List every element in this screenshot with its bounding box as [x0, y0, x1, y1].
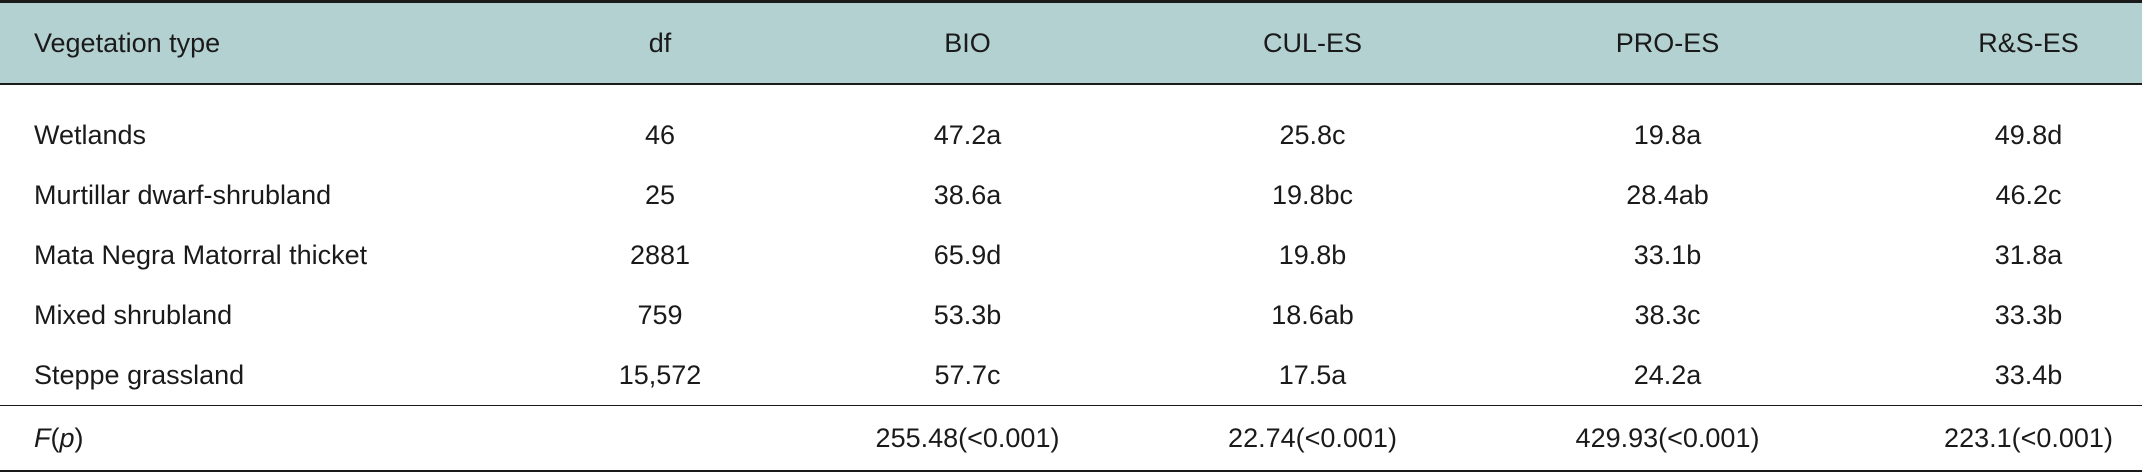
cell-rs-es-f: 223.1(<0.001)	[1845, 405, 2142, 472]
cell-vegetation-type: Murtillar dwarf-shrubland	[34, 179, 332, 210]
cell-bio: 53.3b	[933, 299, 1002, 330]
cell-vegetation-type: Steppe grassland	[34, 359, 245, 390]
header-pro-es: PRO-ES	[1490, 0, 1845, 85]
cell-cul-es: 25.8c	[1279, 119, 1346, 150]
paren-close: )	[74, 422, 84, 453]
cell-df: 2881	[629, 239, 691, 270]
table-row: Wetlands 46 47.2a 25.8c 19.8a 49.8d	[0, 105, 2142, 165]
table-header-row: Vegetation type df BIO CUL-ES PRO-ES R&S…	[0, 0, 2142, 85]
table-row: Mixed shrubland 759 53.3b 18.6ab 38.3c 3…	[0, 285, 2142, 345]
cell-pro-es: 19.8a	[1633, 119, 1702, 150]
cell-bio: 57.7c	[934, 359, 1001, 390]
cell-vegetation-type: Mixed shrubland	[34, 299, 233, 330]
p-symbol: p	[59, 422, 75, 453]
cell-rs-es: 31.8a	[1994, 239, 2063, 270]
f-symbol: F	[34, 422, 51, 453]
paren-open: (	[50, 422, 60, 453]
cell-bio: 38.6a	[933, 179, 1002, 210]
cell-cul-es: 19.8b	[1278, 239, 1347, 270]
cell-rs-es: 49.8d	[1994, 119, 2063, 150]
cell-cul-es-f: 22.74(<0.001)	[1135, 405, 1490, 472]
cell-df: 759	[637, 299, 683, 330]
cell-pro-es: 28.4ab	[1626, 179, 1709, 210]
cell-df: 46	[644, 119, 676, 150]
cell-rs-es: 33.3b	[1994, 299, 2063, 330]
header-cul-es: CUL-ES	[1135, 0, 1490, 85]
f-p-label: F(p)	[0, 405, 520, 472]
cell-df: 25	[644, 179, 676, 210]
table-row: Steppe grassland 15,572 57.7c 17.5a 24.2…	[0, 345, 2142, 406]
f-statistic-row: F(p) 255.48(<0.001) 22.74(<0.001) 429.93…	[0, 405, 2142, 472]
header-bio: BIO	[800, 0, 1135, 85]
cell-vegetation-type: Wetlands	[34, 119, 147, 150]
cell-pro-es-f: 429.93(<0.001)	[1490, 405, 1845, 472]
cell-bio-f: 255.48(<0.001)	[800, 405, 1135, 472]
cell-cul-es: 18.6ab	[1271, 299, 1354, 330]
cell-rs-es: 33.4b	[1994, 359, 2063, 390]
cell-bio: 65.9d	[933, 239, 1002, 270]
cell-cul-es: 19.8bc	[1271, 179, 1354, 210]
cell-rs-es: 46.2c	[1995, 179, 2062, 210]
cell-df: 15,572	[618, 359, 702, 390]
cell-bio: 47.2a	[933, 119, 1002, 150]
cell-pro-es: 38.3c	[1634, 299, 1701, 330]
spacer-row	[0, 84, 2142, 105]
cell-vegetation-type: Mata Negra Matorral thicket	[34, 239, 368, 270]
cell-cul-es: 17.5a	[1278, 359, 1347, 390]
cell-df	[520, 405, 800, 472]
table-row: Mata Negra Matorral thicket 2881 65.9d 1…	[0, 225, 2142, 285]
header-df: df	[520, 0, 800, 85]
header-rs-es: R&S-ES	[1845, 0, 2142, 85]
cell-pro-es: 33.1b	[1633, 239, 1702, 270]
cell-pro-es: 24.2a	[1633, 359, 1702, 390]
table-row: Murtillar dwarf-shrubland 25 38.6a 19.8b…	[0, 165, 2142, 225]
header-vegetation-type: Vegetation type	[0, 0, 520, 85]
